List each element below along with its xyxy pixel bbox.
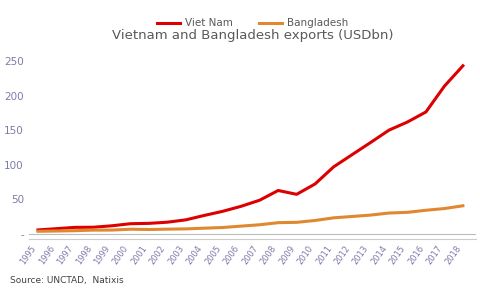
Bangladesh [460,204,466,208]
Viet Nam [72,226,78,229]
Viet Nam [128,222,133,226]
Legend: Viet Nam, Bangladesh: Viet Nam, Bangladesh [156,18,348,28]
Bangladesh [54,229,60,233]
Viet Nam [349,153,355,156]
Viet Nam [91,226,96,229]
Bangladesh [276,221,281,224]
Bangladesh [405,211,410,214]
Bangladesh [109,228,115,232]
Bangladesh [312,219,318,222]
Bangladesh [239,224,244,228]
Bangladesh [331,216,336,219]
Bangladesh [72,229,78,232]
Viet Nam [220,210,226,213]
Bangladesh [128,228,133,231]
Bangladesh [368,213,373,217]
Text: Source: UNCTAD,  Natixis: Source: UNCTAD, Natixis [10,276,123,285]
Viet Nam [368,141,373,144]
Bangladesh [220,226,226,229]
Viet Nam [386,128,392,132]
Viet Nam [109,224,115,228]
Viet Nam [423,110,429,114]
Viet Nam [442,84,447,88]
Line: Viet Nam: Viet Nam [38,66,463,230]
Viet Nam [183,218,189,221]
Viet Nam [460,64,466,67]
Viet Nam [294,193,300,196]
Viet Nam [331,165,336,168]
Viet Nam [54,227,60,230]
Bangladesh [386,211,392,215]
Line: Bangladesh: Bangladesh [38,206,463,231]
Bangladesh [146,228,152,231]
Viet Nam [257,198,263,202]
Viet Nam [35,228,41,232]
Bangladesh [165,228,170,231]
Viet Nam [312,182,318,186]
Bangladesh [257,223,263,226]
Viet Nam [202,214,207,217]
Bangladesh [35,230,41,233]
Bangladesh [442,207,447,210]
Bangladesh [423,209,429,212]
Bangladesh [183,227,189,231]
Bangladesh [202,226,207,230]
Viet Nam [405,120,410,124]
Title: Vietnam and Bangladesh exports (USDbn): Vietnam and Bangladesh exports (USDbn) [111,29,393,42]
Bangladesh [294,221,300,224]
Viet Nam [165,221,170,224]
Bangladesh [91,228,96,232]
Viet Nam [276,189,281,192]
Bangladesh [349,215,355,218]
Viet Nam [146,222,152,225]
Viet Nam [239,204,244,208]
